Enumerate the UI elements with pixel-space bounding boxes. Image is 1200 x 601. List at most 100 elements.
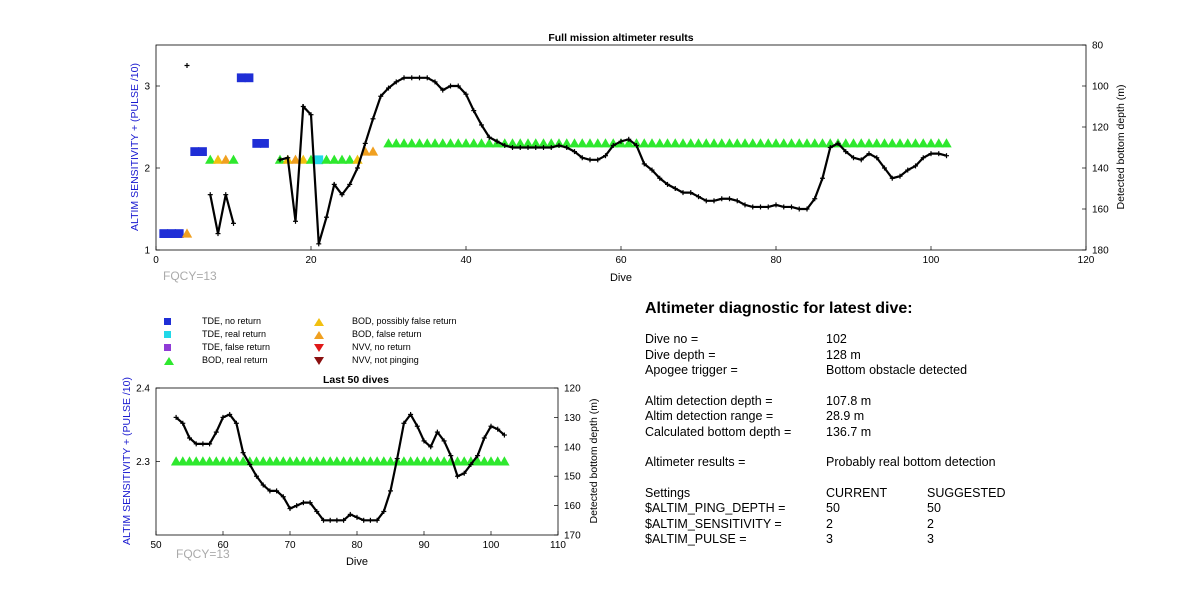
- legend-symbol-bod-real-return: [164, 357, 174, 365]
- marker-tde-no-return: [159, 229, 169, 238]
- legend-symbol-nvv-not-pinging: [314, 357, 324, 365]
- setting-suggested: 3: [927, 532, 934, 546]
- depth-point: [362, 140, 368, 146]
- depth-point: [703, 198, 709, 204]
- marker-bod-real-return: [468, 138, 479, 148]
- left-y-tick-label: 1: [144, 246, 150, 257]
- marker-bod-real-return: [278, 456, 289, 466]
- diagnostic-row: Dive no = 102: [645, 332, 1185, 348]
- depth-point: [274, 488, 280, 494]
- depth-point: [882, 165, 887, 171]
- depth-point: [481, 435, 487, 441]
- depth-point: [672, 186, 678, 191]
- marker-bod-real-return: [422, 138, 433, 148]
- depth-point: [495, 426, 501, 432]
- marker-tde-no-return: [252, 139, 262, 148]
- marker-bod-real-return: [662, 138, 673, 148]
- marker-bod-real-return: [383, 138, 394, 148]
- x-tick-label: 60: [217, 540, 229, 551]
- full-mission-depth-series: [184, 63, 949, 247]
- depth-point: [479, 122, 484, 128]
- depth-point: [300, 500, 306, 506]
- setting-row: $ALTIM_PING_DEPTH = 50 50: [645, 501, 1185, 517]
- depth-point: [796, 206, 802, 212]
- marker-bod-real-return: [933, 138, 944, 148]
- legend-label: TDE, no return: [202, 316, 262, 326]
- marker-bod-real-return: [345, 456, 356, 466]
- altimeter-diagnostic-panel: Altimeter diagnostic for latest dive: Di…: [645, 300, 1185, 548]
- marker-bod-real-return: [747, 138, 758, 148]
- depth-point: [207, 192, 213, 198]
- depth-point: [421, 438, 427, 444]
- depth-point: [388, 488, 393, 494]
- full-mission-fqcy-annotation: FQCY=13: [163, 269, 217, 283]
- depth-point: [587, 157, 593, 163]
- marker-tde-no-return: [260, 139, 269, 148]
- marker-tde-no-return: [167, 229, 176, 238]
- marker-bod-real-return: [465, 456, 477, 466]
- marker-bod-real-return: [499, 456, 510, 466]
- marker-bod-real-return: [817, 138, 828, 148]
- marker-bod-real-return: [251, 456, 262, 466]
- marker-bod-real-return: [794, 138, 805, 148]
- diagnostic-label: Dive no =: [645, 332, 699, 346]
- marker-bod-real-return: [311, 456, 322, 466]
- depth-point: [758, 204, 763, 210]
- depth-point: [184, 63, 190, 68]
- marker-bod-real-return: [871, 138, 882, 148]
- legend-label: BOD, real return: [202, 355, 268, 365]
- depth-point: [213, 429, 219, 435]
- diagnostic-value: Probably real bottom detection: [826, 455, 996, 469]
- last-50-x-axis: 50 60 70 80 90 100 110: [150, 531, 566, 551]
- diagnostic-title: Altimeter diagnostic for latest dive:: [645, 300, 913, 317]
- depth-point: [193, 441, 199, 447]
- depth-point: [308, 112, 314, 118]
- depth-point: [394, 456, 400, 462]
- x-tick-label: 20: [305, 255, 317, 266]
- diagnostic-row: Calculated bottom depth = 136.7 m: [645, 425, 1185, 441]
- depth-point: [254, 473, 259, 479]
- marker-bod-real-return: [848, 138, 859, 148]
- depth-point: [858, 157, 864, 163]
- legend-label: NVV, no return: [352, 342, 411, 352]
- depth-point: [734, 198, 740, 204]
- depth-point: [461, 470, 467, 476]
- depth-point: [448, 453, 454, 459]
- legend-symbol-tde-real-return: [164, 331, 171, 338]
- marker-bod-real-return: [459, 456, 470, 466]
- marker-bod-real-return: [538, 138, 549, 148]
- depth-point: [260, 482, 266, 488]
- depth-point: [227, 411, 233, 417]
- full-mission-markers: [159, 73, 952, 238]
- marker-bod-real-return: [530, 138, 541, 148]
- x-tick-label: 70: [284, 540, 296, 551]
- depth-point: [386, 85, 391, 91]
- right-y-tick-label: 150: [564, 472, 581, 483]
- depth-point: [401, 75, 407, 81]
- diagnostic-value: 128 m: [826, 347, 861, 362]
- depth-point: [510, 145, 515, 150]
- x-tick-label: 110: [550, 540, 566, 551]
- marker-bod-real-return: [631, 138, 642, 148]
- depth-point: [804, 206, 810, 212]
- depth-point: [657, 175, 663, 181]
- marker-bod-real-return: [298, 456, 309, 466]
- right-y-tick-label: 170: [564, 531, 581, 542]
- marker-bod-real-return: [515, 138, 526, 148]
- depth-point: [789, 204, 794, 210]
- marker-bod-real-return: [418, 456, 430, 466]
- legend-symbol-bod-possibly-false: [314, 318, 324, 326]
- marker-bod-real-return: [284, 456, 296, 466]
- depth-point: [572, 149, 577, 155]
- marker-bod-real-return: [670, 138, 681, 148]
- marker-bod-real-return: [693, 138, 704, 148]
- depth-point: [408, 411, 414, 417]
- depth-point: [471, 108, 477, 114]
- depth-point: [920, 155, 926, 161]
- diagnostic-value: 102: [826, 332, 847, 346]
- marker-bod-real-return: [863, 138, 875, 148]
- marker-bod-real-return: [879, 138, 890, 148]
- depth-point: [641, 161, 647, 167]
- last-50-left-axis: 2.3 2.4: [136, 384, 160, 468]
- marker-bod-real-return: [732, 138, 743, 148]
